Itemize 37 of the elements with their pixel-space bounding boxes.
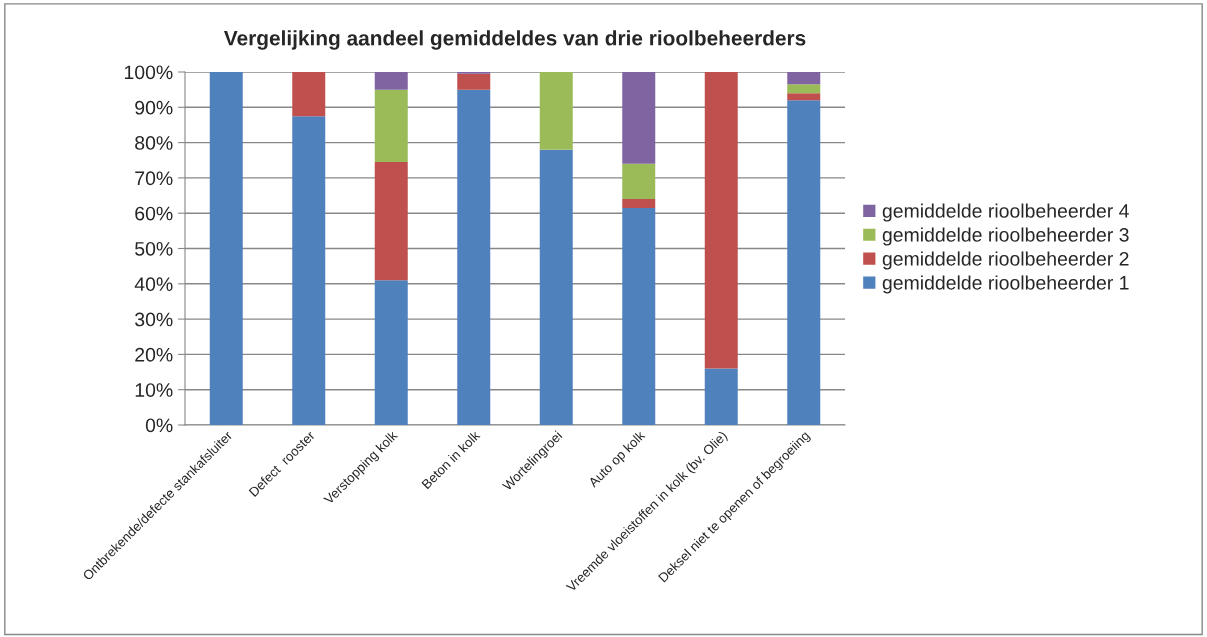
bar	[374, 89, 408, 163]
y-tick-label: 50%	[135, 241, 173, 256]
bar	[704, 72, 738, 369]
bar	[787, 100, 821, 425]
bar	[292, 116, 326, 425]
legend-label: gemiddelde rioolbeheerder 3	[882, 227, 1129, 246]
bar	[787, 72, 821, 85]
bar	[622, 72, 656, 164]
y-tick-label: 60%	[135, 206, 173, 221]
bar	[622, 163, 656, 200]
chart-title: Vergelijking aandeel gemiddeldes van drie rioolbeheerders	[223, 30, 806, 50]
y-tick-label: 20%	[135, 347, 173, 362]
legend-label: gemiddelde rioolbeheerder 1	[882, 275, 1129, 294]
legend-label: gemiddelde rioolbeheerder 4	[882, 203, 1129, 222]
y-tick-label: 80%	[135, 136, 173, 150]
y-tick-label: 70%	[135, 171, 173, 186]
y-tick-label: 0%	[145, 418, 173, 433]
bar	[787, 84, 821, 94]
bar	[539, 72, 573, 150]
y-tick-label: 40%	[134, 277, 173, 292]
y-tick-label: 30%	[135, 312, 173, 327]
bar	[374, 280, 408, 425]
bar	[209, 72, 243, 425]
bar	[787, 93, 821, 101]
bar	[622, 207, 656, 425]
bar	[457, 73, 491, 90]
bar	[539, 149, 573, 425]
bar	[704, 368, 738, 425]
bar	[457, 89, 491, 425]
y-tick-label: 90%	[135, 100, 173, 115]
y-tick-label: 10%	[135, 383, 173, 397]
legend-label: gemiddelde rioolbeheerder 2	[882, 251, 1129, 270]
bar	[622, 199, 656, 208]
bar	[374, 162, 408, 281]
bar	[292, 72, 326, 117]
y-tick-label: 100%	[124, 65, 173, 80]
bar	[374, 72, 408, 90]
